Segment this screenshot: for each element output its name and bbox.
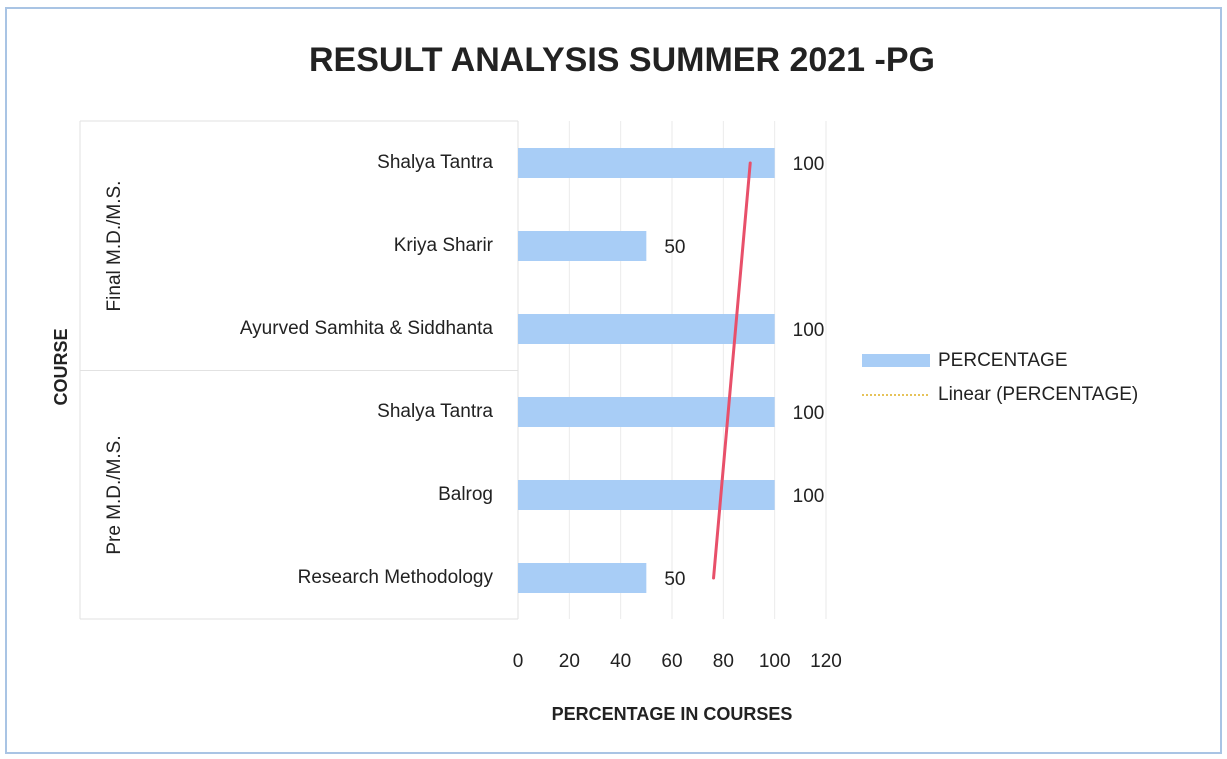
bar (518, 480, 775, 510)
x-tick-label: 0 (513, 651, 524, 672)
data-label: 50 (664, 237, 685, 258)
data-label: 100 (793, 154, 825, 175)
x-tick-label: 20 (559, 651, 580, 672)
x-tick-label: 60 (661, 651, 682, 672)
data-label: 50 (664, 569, 685, 590)
bar (518, 314, 775, 344)
y-tick-label: Kriya Sharir (394, 235, 494, 256)
x-axis-title: PERCENTAGE IN COURSES (552, 704, 793, 724)
y-tick-label: Shalya Tantra (377, 401, 493, 422)
y-tick-label: Shalya Tantra (377, 152, 493, 173)
chart-border (5, 7, 1222, 754)
data-label: 100 (793, 486, 825, 507)
bar (518, 397, 775, 427)
chart-title: RESULT ANALYSIS SUMMER 2021 -PG (309, 41, 935, 79)
legend-label: Linear (PERCENTAGE) (938, 384, 1138, 405)
bar (518, 231, 647, 261)
y-tick-label: Balrog (438, 484, 493, 505)
group-label: Final M.D./M.S. (104, 181, 125, 312)
data-label: 100 (793, 320, 825, 341)
y-tick-label: Research Methodology (298, 567, 494, 588)
bar (518, 563, 647, 593)
x-tick-label: 120 (810, 651, 842, 672)
x-tick-label: 80 (713, 651, 734, 672)
y-tick-label: Ayurved Samhita & Siddhanta (240, 318, 494, 339)
legend-label: PERCENTAGE (938, 350, 1068, 371)
bar (518, 148, 775, 178)
data-label: 100 (793, 403, 825, 424)
y-axis-title: COURSE (51, 328, 71, 405)
x-tick-label: 100 (759, 651, 791, 672)
group-label: Pre M.D./M.S. (104, 435, 125, 554)
x-tick-label: 40 (610, 651, 631, 672)
legend-swatch (862, 354, 930, 367)
trendline (712, 161, 752, 580)
